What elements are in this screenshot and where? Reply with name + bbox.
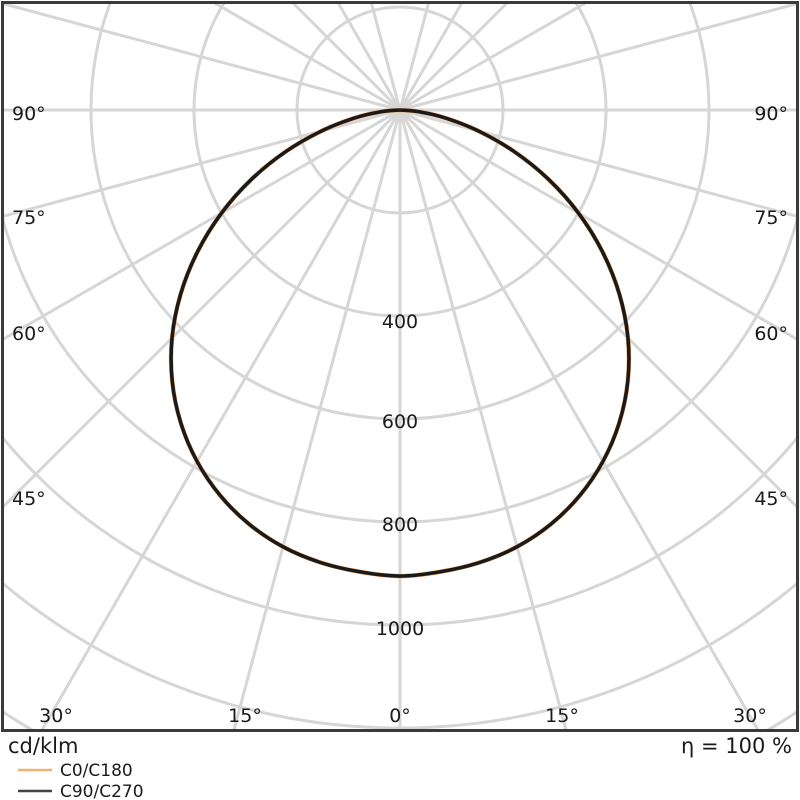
plot-frame — [1, 1, 799, 732]
angle-label-right-90: 90° — [754, 103, 788, 125]
radial-labels: 400 600 800 1000 — [376, 311, 424, 640]
chart-legend: C0/C180 C90/C270 — [18, 761, 144, 800]
grid-ray-right-105 — [398, 3, 797, 112]
grid-ray-left-105 — [3, 3, 402, 112]
angle-label-bottom-right-15: 15° — [545, 705, 579, 727]
angle-label-left-45: 45° — [12, 488, 46, 510]
radial-label-800: 800 — [382, 514, 418, 536]
radial-label-1000: 1000 — [376, 618, 424, 640]
radial-label-400: 400 — [382, 311, 418, 333]
angle-labels: 90° 75° 60° 45° 90° 75° 60° 45° 30° 15° … — [12, 103, 788, 727]
radial-label-600: 600 — [382, 411, 418, 433]
angle-label-bottom-right-30: 30° — [733, 705, 767, 727]
distribution-curves — [168, 107, 632, 579]
efficiency-label: η = 100 % — [681, 734, 792, 758]
angle-label-right-75: 75° — [754, 207, 788, 229]
angle-label-left-60: 60° — [12, 323, 46, 345]
grid-ray-left-120 — [211, 3, 402, 112]
curve-c90-c270 — [169, 108, 631, 578]
legend-label-c0-c180: C0/C180 — [60, 761, 133, 781]
angle-label-bottom-0: 0° — [389, 705, 411, 727]
angle-label-right-60: 60° — [754, 323, 788, 345]
legend-label-c90-c270: C90/C270 — [60, 782, 144, 800]
grid-ray-left-30 — [40, 108, 402, 730]
grid-ray-right-60 — [398, 108, 797, 341]
angle-label-left-75: 75° — [12, 207, 46, 229]
grid-ray-right-120 — [398, 3, 589, 112]
grid-ray-right-75 — [398, 108, 797, 218]
grid-ray-right-30 — [398, 108, 760, 730]
angle-label-right-45: 45° — [754, 488, 788, 510]
grid-ray-right-45 — [398, 108, 797, 510]
unit-label: cd/klm — [8, 734, 78, 758]
grid-ray-left-45 — [3, 108, 402, 510]
chart-footer: cd/klm η = 100 % — [8, 734, 792, 758]
angle-label-left-90: 90° — [12, 103, 46, 125]
angle-label-bottom-left-15: 15° — [228, 705, 262, 727]
angle-label-bottom-left-30: 30° — [39, 705, 73, 727]
legend-item-c90-c270[interactable]: C90/C270 — [18, 782, 144, 800]
legend-item-c0-c180[interactable]: C0/C180 — [18, 761, 133, 781]
grid-ray-left-60 — [3, 108, 402, 341]
grid-ray-left-75 — [3, 108, 402, 218]
